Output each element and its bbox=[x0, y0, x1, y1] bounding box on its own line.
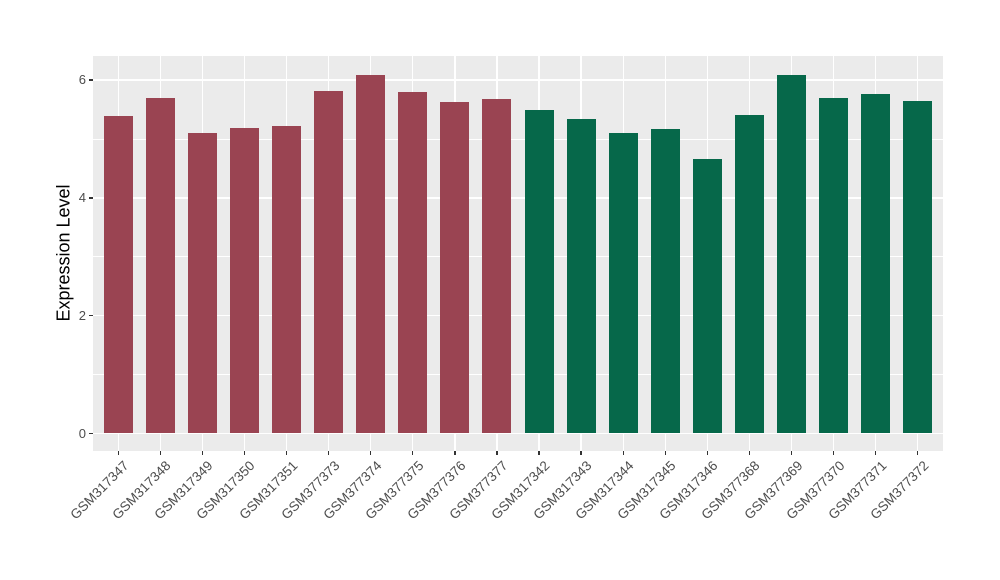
x-axis-tick-GSM317348 bbox=[159, 451, 161, 455]
x-axis-tick-GSM317347 bbox=[117, 451, 119, 455]
bar-GSM377376 bbox=[440, 102, 470, 434]
x-axis-tick-GSM377375 bbox=[412, 451, 414, 455]
y-axis-label-6: 6 bbox=[78, 72, 86, 88]
bar-GSM377377 bbox=[482, 98, 512, 434]
x-axis-tick-GSM317350 bbox=[243, 451, 246, 455]
bar-GSM317343 bbox=[566, 118, 596, 434]
x-axis-tick-GSM377376 bbox=[454, 451, 456, 455]
x-axis-tick-GSM377373 bbox=[327, 451, 330, 455]
x-axis-tick-GSM377371 bbox=[875, 451, 877, 455]
bar-GSM377369 bbox=[777, 75, 806, 434]
x-axis-tick-GSM317351 bbox=[285, 451, 288, 455]
bar-GSM317345 bbox=[650, 128, 680, 434]
x-axis-tick-GSM377372 bbox=[917, 451, 919, 455]
y-axis-label-2: 2 bbox=[78, 307, 86, 323]
x-axis-tick-GSM377377 bbox=[496, 451, 498, 455]
bar-GSM377375 bbox=[398, 92, 428, 434]
x-axis-tick-GSM317349 bbox=[201, 451, 204, 455]
bar-GSM377371 bbox=[861, 93, 891, 434]
bar-GSM377373 bbox=[314, 91, 344, 434]
x-axis-tick-GSM377374 bbox=[370, 451, 372, 455]
x-axis-tick-GSM317344 bbox=[622, 451, 624, 455]
minor-gridline-y-3 bbox=[93, 256, 943, 258]
x-axis-tick-GSM377368 bbox=[748, 451, 751, 455]
bar-GSM317351 bbox=[272, 126, 302, 434]
bar-GSM317342 bbox=[524, 110, 554, 434]
minor-gridline-y-5 bbox=[93, 138, 943, 140]
x-axis-tick-GSM317346 bbox=[706, 451, 708, 455]
y-axis-tick-6 bbox=[89, 79, 93, 81]
x-axis-tick-GSM377369 bbox=[790, 451, 793, 455]
y-axis-label-4: 4 bbox=[78, 189, 86, 205]
x-axis-tick-GSM377370 bbox=[832, 451, 835, 455]
y-axis-tick-2 bbox=[89, 315, 93, 317]
bar-GSM317349 bbox=[187, 133, 217, 434]
x-axis-tick-GSM317342 bbox=[538, 451, 540, 455]
y-axis-tick-0 bbox=[89, 432, 93, 435]
major-gridline-y-4 bbox=[93, 197, 943, 199]
bar-GSM377370 bbox=[819, 98, 849, 434]
x-axis-tick-GSM317343 bbox=[580, 451, 582, 455]
bar-GSM317350 bbox=[229, 127, 259, 434]
bar-GSM377374 bbox=[356, 75, 386, 434]
bar-GSM317348 bbox=[145, 98, 175, 434]
plot-panel bbox=[93, 56, 943, 451]
major-gridline-y-6 bbox=[93, 79, 943, 81]
bar-GSM317344 bbox=[608, 132, 638, 434]
y-axis-label-0: 0 bbox=[78, 425, 86, 441]
bar-GSM317347 bbox=[103, 116, 133, 434]
bar-GSM377368 bbox=[734, 114, 764, 434]
major-gridline-y-0 bbox=[93, 432, 943, 435]
bar-GSM377372 bbox=[903, 100, 933, 434]
major-gridline-y-2 bbox=[93, 315, 943, 317]
x-axis-tick-GSM317345 bbox=[664, 451, 666, 455]
minor-gridline-y-1 bbox=[93, 374, 943, 375]
bar-GSM317346 bbox=[692, 159, 722, 434]
y-axis-tick-4 bbox=[89, 197, 93, 199]
